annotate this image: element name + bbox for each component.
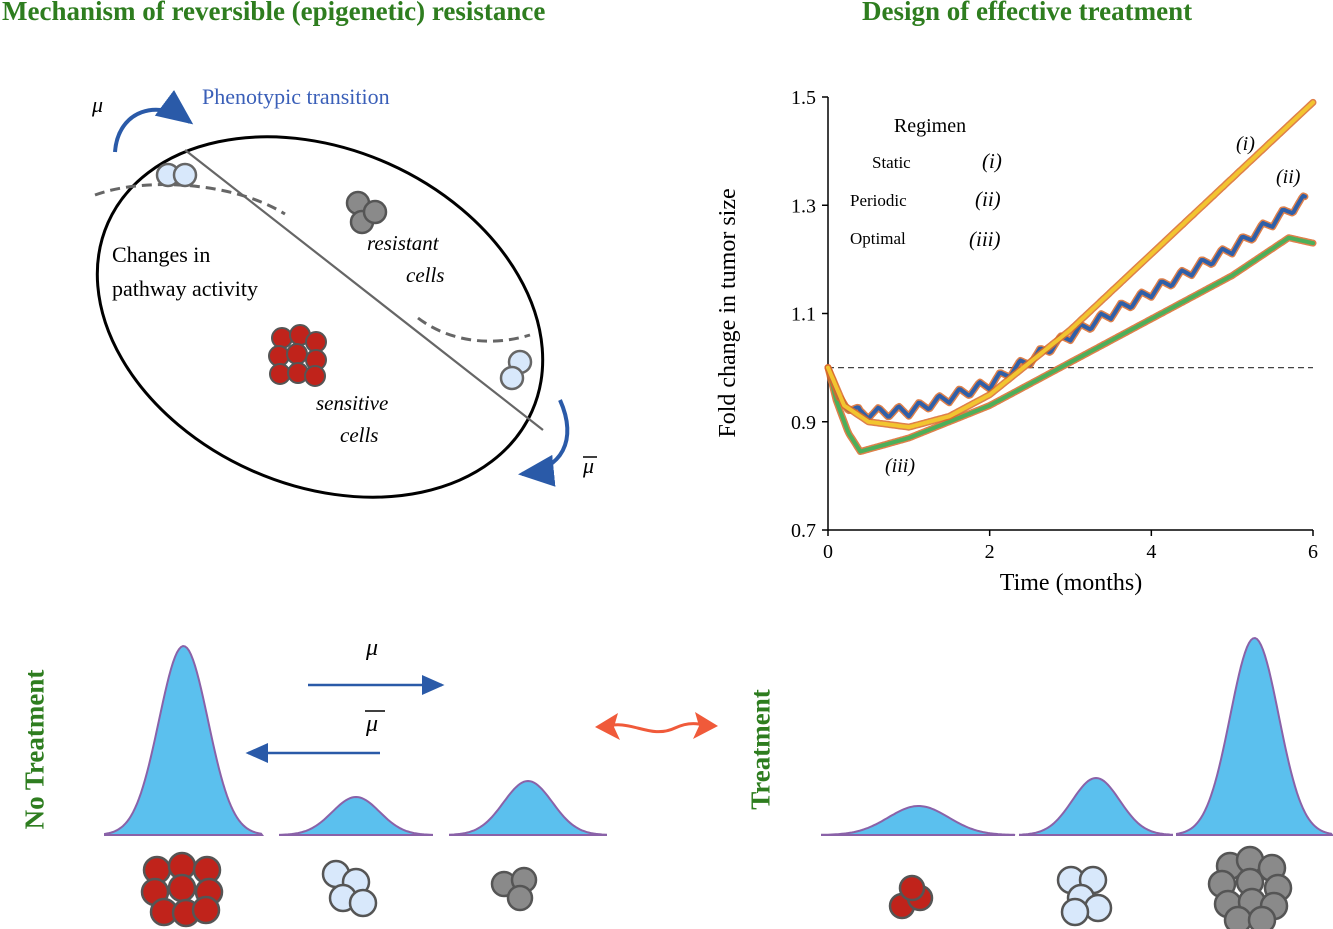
mechanism-header: Mechanism of reversible (epigenetic) res… [2, 0, 546, 26]
legend-periodic-label: Periodic [850, 191, 907, 210]
lower-dashed-curve [417, 316, 531, 343]
y-tick-label: 1.3 [791, 195, 816, 217]
sensitive-label-line1: sensitive [316, 391, 388, 415]
pathway-ellipse [95, 135, 545, 499]
transition-cells-icon [321, 859, 378, 918]
treatment-toggle-double-arrow [595, 712, 718, 740]
legend-title: Regimen [894, 115, 966, 137]
treated-resistant-cells-icon [1207, 845, 1293, 929]
resistant-label-line1: resistant [367, 231, 440, 255]
y-tick-label: 0.7 [791, 520, 816, 542]
y-tick-label: 1.1 [791, 304, 816, 326]
mechanism-diagram: μ μ Phenotypic transition Changes in pat… [91, 84, 597, 499]
changes-label-line1: Changes in [112, 242, 210, 267]
series-ii-annotation: (ii) [1276, 166, 1301, 188]
treated-transition-cells-icon [1056, 865, 1113, 927]
periodic-series-line [826, 193, 1307, 421]
x-tick-label: 0 [823, 541, 833, 563]
no-treatment-sensitive-distribution [104, 644, 265, 836]
y-axis-label: Fold change in tumor size [715, 188, 741, 437]
mu-bar-transition-arrow [518, 399, 570, 487]
phenotype-distributions [104, 636, 1333, 836]
treatment-design-header: Design of effective treatment [862, 0, 1193, 26]
no-treatment-transition-distribution [279, 795, 433, 836]
y-tick-label: 0.9 [791, 412, 816, 434]
phenotypic-transition-label: Phenotypic transition [202, 84, 390, 109]
transition-cells-bottom [499, 349, 533, 391]
resistant-cells-cluster [345, 190, 388, 235]
forward-mu-symbol: μ [365, 635, 378, 661]
sensitive-cells-cluster [268, 324, 327, 387]
y-tick-label: 1.5 [791, 87, 816, 109]
mu-bar-symbol: μ [582, 453, 594, 478]
sensitive-cells-icon [140, 851, 224, 928]
static-series-line [826, 100, 1315, 430]
upper-dashed-curve [94, 183, 286, 216]
x-tick-label: 4 [1146, 541, 1156, 563]
mu-symbol: μ [91, 92, 103, 117]
treatment-sensitive-distribution [821, 805, 1016, 836]
x-axis-label: Time (months) [1000, 570, 1142, 596]
legend-optimal-label: Optimal [850, 229, 906, 248]
changes-label-line2: pathway activity [112, 276, 258, 301]
x-tick-label: 2 [985, 541, 995, 563]
no-treatment-resistant-distribution [449, 779, 607, 836]
legend-optimal-tag: (iii) [969, 227, 1001, 251]
series-i-annotation: (i) [1236, 133, 1255, 155]
treatment-transition-distribution [1019, 776, 1173, 836]
backward-mu-bar-symbol: μ [365, 711, 378, 737]
resistant-cells-icon [490, 866, 538, 912]
tumor-size-chart: 0.7 0.9 1.1 1.3 1.5 0 2 4 6 Time (months) Fold … [715, 87, 1318, 596]
series-iii-annotation: (iii) [885, 455, 915, 477]
treated-sensitive-cells-icon [888, 874, 934, 920]
legend-static-tag: (i) [982, 149, 1002, 173]
optimal-series-line [826, 235, 1315, 454]
cell-cluster-icons [140, 845, 1293, 929]
x-tick-label: 6 [1308, 541, 1318, 563]
legend-static-label: Static [872, 153, 911, 172]
treatment-resistant-distribution [1176, 636, 1333, 836]
no-treatment-arrows: μ μ [245, 635, 445, 763]
legend-periodic-tag: (ii) [975, 187, 1001, 211]
transition-cells-top [155, 162, 198, 188]
mu-transition-arrow [113, 90, 194, 153]
resistant-label-line2: cells [406, 263, 444, 287]
sensitive-label-line2: cells [340, 423, 378, 447]
